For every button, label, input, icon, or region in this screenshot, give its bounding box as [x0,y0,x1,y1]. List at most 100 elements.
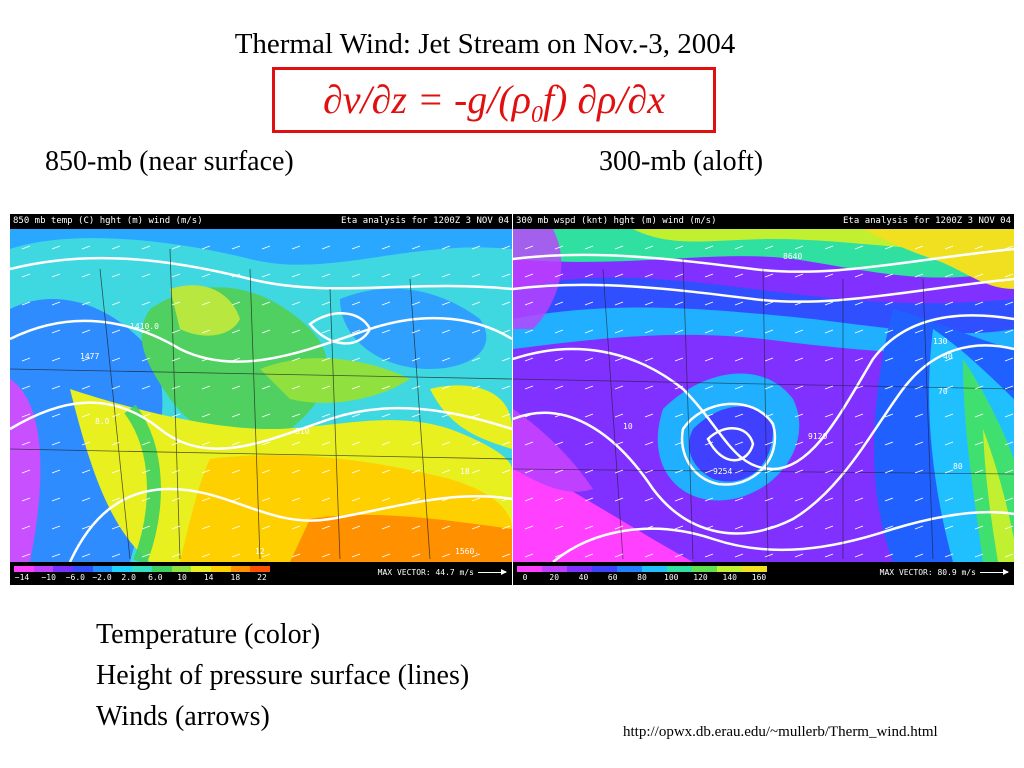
wind-arrow-icon [914,329,924,334]
wind-arrow-icon [944,385,954,390]
wind-arrow-icon [111,441,121,446]
wind-arrow-icon [381,441,391,446]
wind-arrow-icon [81,441,91,446]
wind-arrow-icon [614,301,624,306]
wind-arrow-icon [614,413,624,418]
wind-arrow-icon [441,525,451,530]
wind-arrow-icon [501,329,511,334]
wind-arrow-icon [704,553,714,558]
colorbar-tick-label: 10 [177,573,187,582]
wind-arrow-icon [824,497,834,502]
wind-arrow-icon [884,329,894,334]
wind-arrow-icon [854,357,864,362]
equation-subscript: 0 [530,102,543,128]
map-850mb: 850 mb temp (C) hght (m) wind (m/s) Eta … [10,214,512,585]
wind-arrow-icon [21,329,31,334]
wind-arrow-icon [51,357,61,362]
wind-arrow-icon [854,441,864,446]
wind-arrow-icon [351,413,361,418]
wind-arrow-icon [321,497,331,502]
wind-arrow-icon [411,441,421,446]
map-annotation-label: 1410.0 [130,322,159,331]
wind-arrow-icon [614,525,624,530]
wind-arrow-icon [1004,301,1014,306]
wind-arrow-icon [734,469,744,474]
wind-arrow-icon [854,553,864,558]
map-annotation-label: 1560. [455,547,479,556]
wind-arrow-icon [584,525,594,530]
wind-arrow-icon [704,329,714,334]
wind-arrow-icon [411,329,421,334]
wind-arrow-icon [794,441,804,446]
wind-arrow-icon [81,525,91,530]
wind-arrow-icon [524,245,534,250]
wind-arrow-icon [381,497,391,502]
wind-arrow-icon [554,441,564,446]
wind-arrow-icon [554,357,564,362]
wind-arrow-icon [614,497,624,502]
wind-arrow-icon [501,469,511,474]
wind-arrow-icon [501,273,511,278]
wind-arrow-icon [884,441,894,446]
wind-arrow-icon [794,497,804,502]
map-annotation-label: 130 [933,337,948,346]
wind-arrow-icon [411,497,421,502]
wind-arrow-icon [171,497,181,502]
wind-arrow-icon [231,497,241,502]
wind-arrow-icon [471,301,481,306]
wind-arrow-icon [261,385,271,390]
label-850mb: 850-mb (near surface) [45,146,294,177]
colorbar-swatch [567,566,592,572]
wind-arrow-icon [291,525,301,530]
wind-arrow-icon [944,441,954,446]
label-300mb: 300-mb (aloft) [599,146,764,177]
wind-arrow-icon [554,273,564,278]
wind-arrow-icon [231,357,241,362]
colorbar-tick-label: 100 [664,573,679,582]
wind-arrow-icon [554,301,564,306]
wind-arrow-icon [441,413,451,418]
wind-arrow-icon [381,385,391,390]
wind-arrow-icon [764,385,774,390]
wind-arrow-icon [381,413,391,418]
wind-arrow-icon [21,357,31,362]
wind-arrow-icon [411,357,421,362]
wind-arrow-icon [524,469,534,474]
wind-arrow-icon [794,329,804,334]
wind-arrow-icon [321,385,331,390]
wind-arrow-icon [524,273,534,278]
wind-arrow-icon [824,301,834,306]
map-annotation-label: 9120 [808,432,827,441]
wind-arrow-icon [584,301,594,306]
wind-arrow-icon [524,525,534,530]
wind-arrow-icon [674,301,684,306]
wind-arrow-icon [141,385,151,390]
colorbar-swatch [210,566,231,572]
wind-arrow-icon [884,357,894,362]
wind-arrow-icon [644,525,654,530]
wind-arrow-icon [794,553,804,558]
colorbar-tick-label: 2.0 [121,573,136,582]
wind-arrow-icon [51,301,61,306]
wind-arrow-icon [141,413,151,418]
wind-arrow-icon [201,357,211,362]
wind-arrow-icon [704,357,714,362]
wind-arrow-icon [1004,497,1014,502]
wind-arrow-icon [291,553,301,558]
caption-height: Height of pressure surface (lines) [96,660,470,691]
wind-arrow-icon [644,329,654,334]
wind-arrow-icon [704,469,714,474]
wind-arrow-icon [704,385,714,390]
colorbar-swatch [14,566,34,572]
wind-arrow-icon [321,329,331,334]
wind-arrow-icon [884,301,894,306]
wind-arrow-icon [674,525,684,530]
wind-arrow-icon [51,245,61,250]
colorbar-tick-label: 0 [522,573,528,582]
colorbar-swatch [73,566,93,572]
wind-arrow-icon [261,245,271,250]
wind-arrow-icon [171,441,181,446]
colorbar-tick-label: 6.0 [148,573,163,582]
wind-arrow-icon [321,525,331,530]
source-url: http://opwx.db.erau.edu/~mullerb/Therm_w… [623,724,938,740]
